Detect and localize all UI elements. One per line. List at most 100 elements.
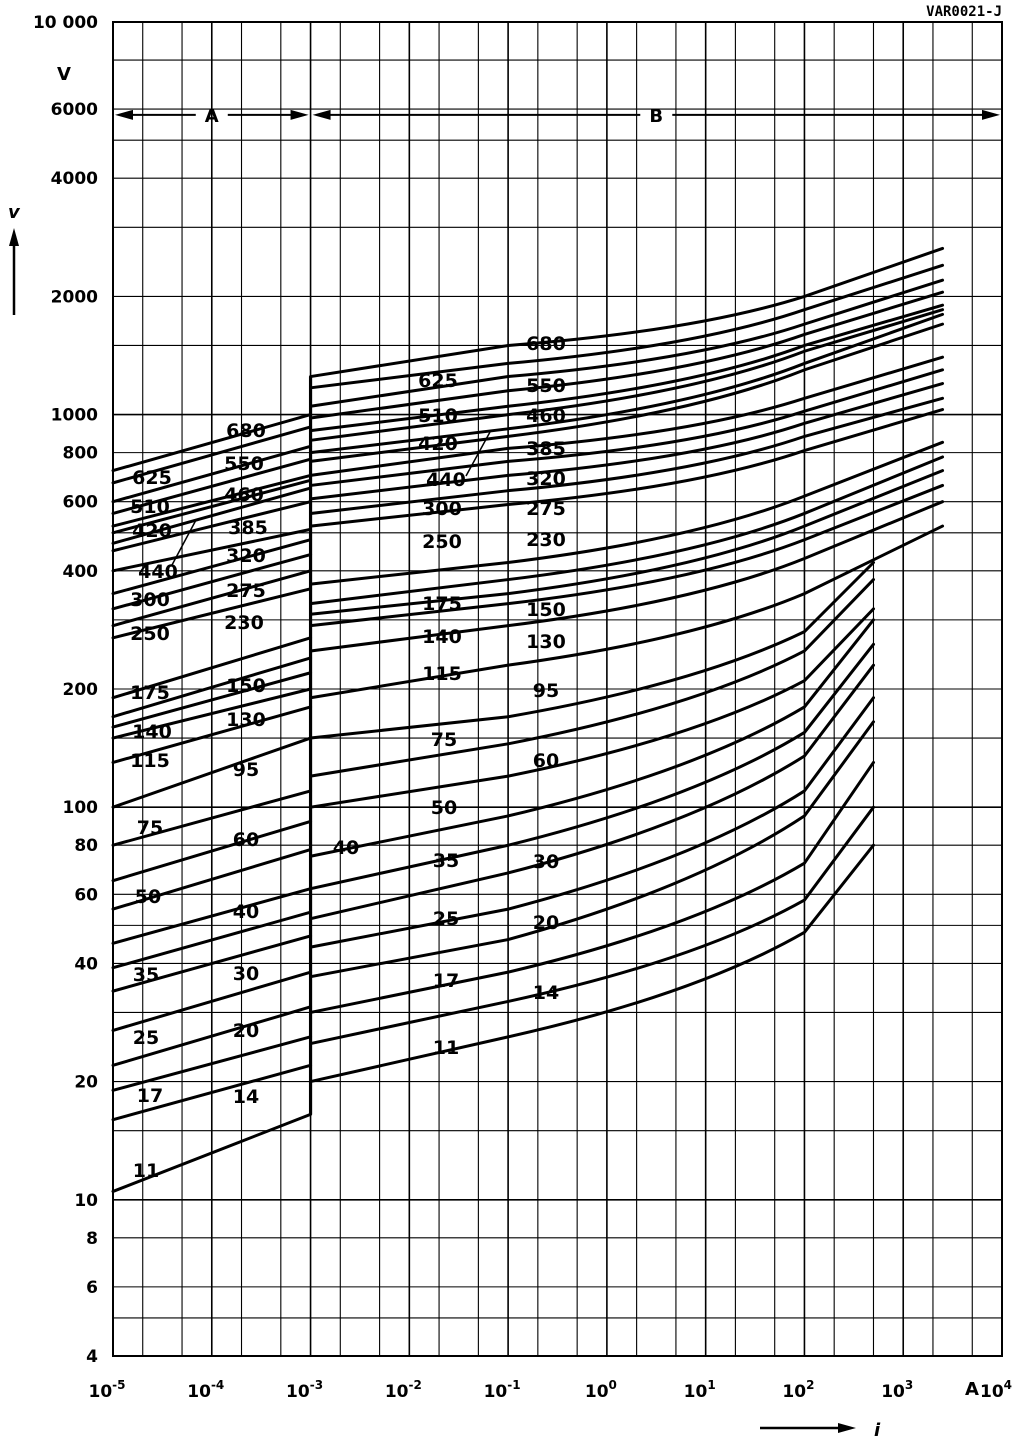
curve-A-440	[111, 478, 313, 535]
curve-label-275: 275	[226, 580, 266, 602]
curve-label-50: 50	[135, 886, 161, 908]
curve-B-300	[309, 368, 945, 487]
curve-A-60	[111, 819, 313, 883]
region-arrow-head-right	[982, 109, 1000, 120]
leader-line-440-b	[465, 431, 491, 477]
curve-B-510	[309, 290, 945, 420]
curve-label-150: 150	[226, 675, 266, 697]
curve-label-440: 440	[138, 561, 178, 583]
curve-B-460	[309, 303, 945, 433]
curve-B-25	[309, 696, 875, 949]
curve-label-440: 440	[426, 469, 466, 491]
plot-border	[112, 21, 1003, 1357]
curve-B-440	[309, 322, 945, 463]
curve-A-275	[111, 553, 313, 611]
curve-A-510	[111, 457, 313, 515]
curve-A-40	[111, 887, 313, 945]
y-axis-label: v	[8, 202, 21, 223]
curve-A-140	[111, 671, 313, 729]
curve-label-14: 14	[233, 1086, 259, 1108]
curve-B-115	[309, 500, 945, 653]
curve-label-140: 140	[132, 721, 172, 743]
curve-label-20: 20	[233, 1020, 259, 1042]
x-tick-label: 104	[980, 1378, 1012, 1402]
curve-B-11	[309, 843, 875, 1084]
x-tick-label: 102	[782, 1378, 814, 1402]
curve-label-250: 250	[130, 623, 170, 645]
curve-B-30	[309, 663, 875, 921]
y-tick-label: 100	[63, 798, 99, 818]
curve-B-50	[309, 607, 875, 809]
curve-A-95	[111, 736, 313, 809]
curve-label-25: 25	[133, 1027, 159, 1049]
curve-label-300: 300	[422, 498, 462, 520]
region-arrow-head-right	[290, 109, 309, 120]
curve-B-275	[309, 382, 945, 501]
curve-A-230	[111, 587, 313, 640]
curve-label-625: 625	[132, 467, 172, 489]
y-tick-label: 200	[63, 680, 99, 700]
curve-label-115: 115	[422, 663, 462, 685]
y-tick-label: 10 000	[33, 13, 98, 33]
x-tick-label: 101	[684, 1378, 716, 1402]
curve-label-300: 300	[130, 589, 170, 611]
y-tick-label: 2000	[51, 287, 98, 307]
curve-label-35: 35	[133, 964, 159, 986]
x-tick-label: 10-5	[88, 1378, 125, 1402]
curve-label-75: 75	[137, 817, 163, 839]
curve-B-14	[309, 805, 875, 1046]
curve-label-30: 30	[233, 963, 259, 985]
curve-label-30: 30	[533, 851, 559, 873]
y-unit-label: V	[57, 64, 71, 85]
leader-line-440-a	[171, 519, 197, 566]
curve-B-385	[309, 312, 945, 455]
curve-A-150	[111, 656, 313, 719]
curve-A-175	[111, 636, 313, 700]
curve-A-130	[111, 687, 313, 740]
curve-B-35	[309, 642, 875, 891]
curve-A-115	[111, 705, 313, 764]
curve-A-320	[111, 527, 313, 573]
curve-A-17	[111, 1035, 313, 1092]
curve-label-95: 95	[533, 680, 559, 702]
x-tick-label: 103	[881, 1378, 913, 1402]
curve-label-275: 275	[526, 498, 566, 520]
region-arrow-head-left	[312, 109, 331, 120]
curve-label-40: 40	[333, 837, 359, 859]
y-tick-label: 8	[86, 1229, 98, 1249]
curve-A-550	[111, 444, 313, 504]
curve-label-230: 230	[224, 612, 264, 634]
curve-label-320: 320	[526, 468, 566, 490]
curve-label-250: 250	[422, 531, 462, 553]
curve-label-14: 14	[533, 982, 559, 1004]
curve-B-175	[309, 440, 945, 586]
curve-label-95: 95	[233, 759, 259, 781]
curve-A-385	[111, 500, 313, 553]
curve-A-11	[111, 1112, 313, 1193]
curve-label-140: 140	[422, 626, 462, 648]
curve-B-40	[309, 618, 875, 858]
curve-A-460	[111, 473, 313, 528]
curve-label-35: 35	[433, 850, 459, 872]
y-tick-label: 800	[63, 444, 99, 464]
curve-label-175: 175	[422, 593, 462, 615]
y-tick-label: 6000	[51, 100, 98, 120]
curve-label-11: 11	[433, 1037, 459, 1059]
y-tick-label: 60	[74, 885, 98, 905]
curve-A-250	[111, 569, 313, 628]
curve-label-420: 420	[418, 433, 458, 455]
curve-label-510: 510	[418, 405, 458, 427]
curve-label-230: 230	[526, 529, 566, 551]
curve-label-510: 510	[130, 496, 170, 518]
x-tick-label: 10-3	[286, 1378, 323, 1402]
curve-label-17: 17	[137, 1085, 163, 1107]
curve-A-75	[111, 789, 313, 847]
curve-B-95	[309, 524, 945, 700]
curve-B-680	[309, 246, 945, 379]
curve-label-385: 385	[526, 438, 566, 460]
y-tick-label: 80	[74, 836, 98, 856]
curve-B-75	[309, 561, 875, 740]
curve-B-420	[309, 308, 945, 442]
